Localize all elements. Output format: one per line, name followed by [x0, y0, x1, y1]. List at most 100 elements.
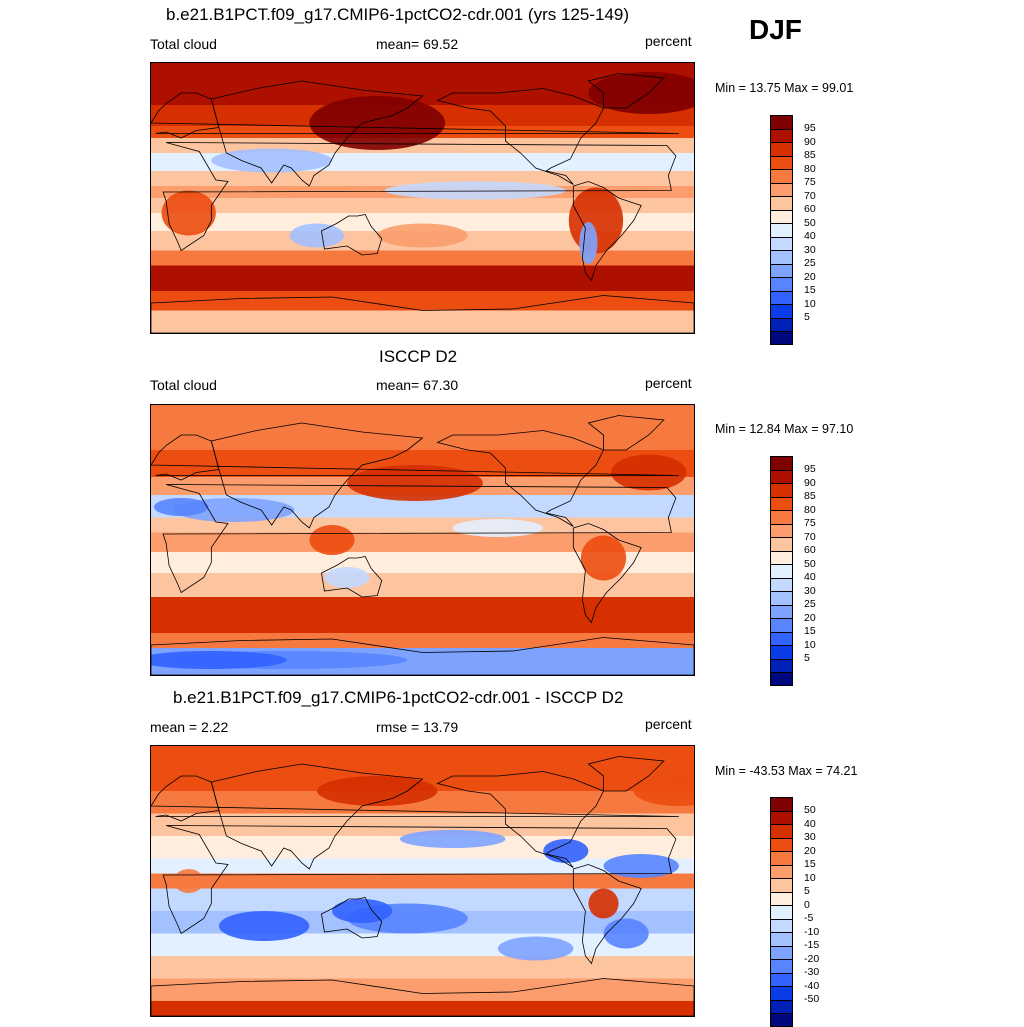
colorbar-swatch: [770, 331, 793, 345]
colorbar-tick-label: -15: [804, 939, 820, 951]
colorbar-swatch: [770, 236, 793, 250]
colorbar-swatch: [770, 223, 793, 237]
colorbar-swatch: [770, 797, 793, 811]
colorbar-tick-label: 85: [804, 149, 816, 161]
colorbar-swatch: [770, 577, 793, 591]
panel3-rmse-label: rmse = 13.79: [376, 719, 459, 735]
map-field-feature: [603, 918, 649, 949]
coastline: [320, 214, 383, 256]
panel2-map: [150, 404, 695, 676]
colorbar-tick-label: 90: [804, 135, 816, 148]
map-field-band: [151, 171, 694, 187]
panel2-colorbar: [770, 456, 793, 686]
colorbar-tick-label: 50: [804, 804, 816, 816]
map-field-feature: [332, 899, 393, 923]
colorbar-swatch: [770, 972, 793, 986]
colorbar-swatch: [770, 263, 793, 277]
colorbar-swatch: [770, 456, 793, 470]
colorbar-swatch: [770, 999, 793, 1013]
coastline: [162, 825, 677, 935]
map-field-band: [151, 198, 694, 214]
coastline: [151, 637, 694, 675]
map-field-band: [151, 791, 694, 814]
panel2-units-label: percent: [645, 375, 692, 391]
colorbar-swatch: [770, 945, 793, 959]
map-field-feature: [151, 651, 287, 669]
colorbar-tick-label: -30: [804, 966, 820, 978]
colorbar-swatch: [770, 932, 793, 946]
colorbar-swatch: [770, 128, 793, 142]
coastline: [162, 484, 677, 594]
map-field-feature: [588, 72, 694, 114]
colorbar-swatch: [770, 142, 793, 156]
colorbar-swatch: [770, 824, 793, 838]
panel1-variable-label: Total cloud: [150, 36, 217, 52]
colorbar-swatch: [770, 837, 793, 851]
map-field-band: [151, 532, 694, 553]
colorbar-swatch: [770, 905, 793, 919]
map-field-feature: [377, 223, 468, 248]
colorbar-tick-label: 80: [804, 162, 816, 175]
map-field-feature: [218, 911, 310, 941]
map-field-feature: [603, 854, 679, 878]
map-field-band: [151, 310, 694, 333]
panel1-mean-label: mean= 69.52: [376, 36, 459, 52]
map-field-band: [151, 978, 694, 1002]
colorbar-swatch: [770, 878, 793, 892]
coastline: [587, 415, 665, 451]
colorbar-swatch: [770, 169, 793, 183]
map-field-feature: [154, 498, 209, 516]
map-field-feature: [309, 525, 355, 555]
panel2-variable-label: Total cloud: [150, 377, 217, 393]
colorbar-swatch: [770, 115, 793, 129]
map-field-feature: [611, 454, 687, 491]
map-field-band: [151, 291, 694, 311]
map-field-feature: [580, 535, 627, 581]
coastline: [587, 73, 665, 109]
panel1-map: [150, 62, 695, 334]
coastline: [572, 181, 642, 282]
colorbar-swatch: [770, 959, 793, 973]
map-field-band: [151, 873, 694, 889]
map-field-feature: [309, 96, 446, 150]
map-field-feature: [452, 519, 544, 537]
colorbar-tick-label: 5: [804, 311, 810, 323]
colorbar-swatch: [770, 196, 793, 210]
colorbar-swatch: [770, 155, 793, 169]
colorbar-swatch: [770, 496, 793, 510]
colorbar-swatch: [770, 483, 793, 497]
panel1-minmax: Min = 13.75 Max = 99.01: [715, 81, 854, 95]
colorbar-tick-label: 5: [804, 652, 810, 664]
map-field-band: [151, 405, 694, 451]
colorbar-swatch: [770, 304, 793, 318]
colorbar-tick-label: 60: [804, 203, 816, 215]
map-field-feature: [289, 223, 345, 248]
colorbar-swatch: [770, 810, 793, 824]
panel3-units-label: percent: [645, 716, 692, 732]
panel1-colorbar: [770, 115, 793, 345]
colorbar-swatch: [770, 658, 793, 672]
map-field-band: [151, 956, 694, 979]
colorbar-swatch: [770, 986, 793, 1000]
colorbar-tick-label: 10: [804, 871, 816, 884]
map-field-band: [151, 813, 694, 837]
colorbar-swatch: [770, 864, 793, 878]
colorbar-tick-label: 95: [804, 463, 816, 475]
colorbar-swatch: [770, 182, 793, 196]
colorbar-tick-label: 40: [804, 230, 816, 242]
colorbar-swatch: [770, 604, 793, 618]
coastline: [436, 771, 605, 868]
colorbar-swatch: [770, 1013, 793, 1027]
colorbar-swatch: [770, 631, 793, 645]
colorbar-tick-label: 0: [804, 898, 810, 911]
map-field-band: [151, 517, 694, 533]
panel2-title: ISCCP D2: [379, 347, 458, 366]
colorbar-swatch: [770, 290, 793, 304]
coastline: [320, 897, 383, 939]
colorbar-tick-label: 10: [804, 297, 816, 310]
colorbar-swatch: [770, 277, 793, 291]
colorbar-tick-label: 20: [804, 270, 816, 283]
colorbar-swatch: [770, 250, 793, 264]
colorbar-tick-label: 25: [804, 598, 816, 610]
map-field-feature: [633, 776, 694, 806]
